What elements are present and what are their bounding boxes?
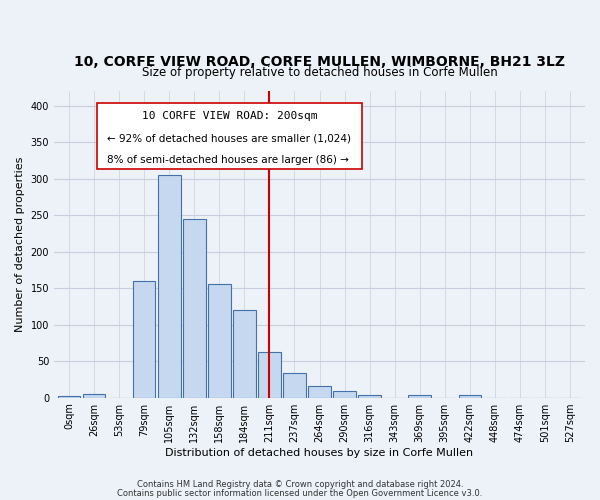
Text: Contains public sector information licensed under the Open Government Licence v3: Contains public sector information licen… [118, 489, 482, 498]
Y-axis label: Number of detached properties: Number of detached properties [15, 156, 25, 332]
Text: Size of property relative to detached houses in Corfe Mullen: Size of property relative to detached ho… [142, 66, 497, 78]
X-axis label: Distribution of detached houses by size in Corfe Mullen: Distribution of detached houses by size … [166, 448, 473, 458]
Bar [158, 175, 181, 398]
Bar [308, 386, 331, 398]
Title: 10, CORFE VIEW ROAD, CORFE MULLEN, WIMBORNE, BH21 3LZ: 10, CORFE VIEW ROAD, CORFE MULLEN, WIMBO… [74, 55, 565, 69]
Bar [358, 394, 381, 398]
Bar [458, 394, 481, 398]
Bar [58, 396, 80, 398]
Bar [258, 352, 281, 398]
Bar [409, 396, 431, 398]
Bar [333, 391, 356, 398]
Bar [283, 373, 306, 398]
Bar [83, 394, 106, 398]
Text: 10 CORFE VIEW ROAD: 200sqm: 10 CORFE VIEW ROAD: 200sqm [142, 111, 317, 121]
Text: Contains HM Land Registry data © Crown copyright and database right 2024.: Contains HM Land Registry data © Crown c… [137, 480, 463, 489]
Text: ← 92% of detached houses are smaller (1,024): ← 92% of detached houses are smaller (1,… [107, 134, 351, 144]
Bar [233, 310, 256, 398]
Bar [133, 281, 155, 398]
Bar [183, 218, 206, 398]
Bar [208, 284, 230, 398]
Text: 8% of semi-detached houses are larger (86) →: 8% of semi-detached houses are larger (8… [107, 156, 349, 166]
FancyBboxPatch shape [97, 104, 362, 169]
